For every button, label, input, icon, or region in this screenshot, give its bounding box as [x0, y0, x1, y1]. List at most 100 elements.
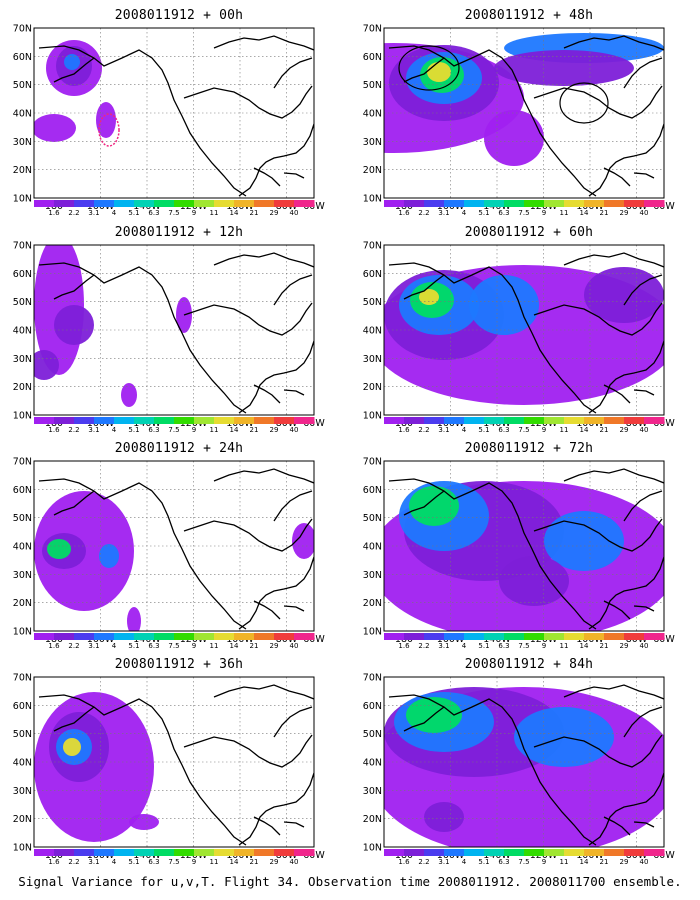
colorbar-swatch — [604, 200, 625, 207]
lat-tick-label: 30N — [13, 137, 32, 148]
panel-24h: 2008011912 + 24h 70N60N50N40N30N20N10N18… — [13, 441, 326, 655]
variance-contour — [292, 523, 314, 559]
lat-tick-label: 50N — [13, 297, 32, 308]
coastline — [588, 556, 664, 630]
colorbar-level-label: 4 — [112, 642, 117, 650]
colorbar-swatch — [114, 849, 135, 856]
variance-contour — [544, 511, 624, 571]
colorbar-level-label: 14 — [230, 642, 239, 650]
colorbar-level-label: 29 — [620, 209, 629, 217]
coastline — [403, 57, 445, 83]
colorbar-swatch — [194, 633, 215, 640]
colorbar-level-label: 14 — [230, 858, 239, 866]
panel-48h: 2008011912 + 48h 70N60N50N40N30N20N10N18… — [363, 8, 676, 222]
colorbar-level-label: 6.3 — [498, 858, 509, 866]
colorbar-swatch — [404, 417, 425, 424]
colorbar-swatch — [274, 633, 295, 640]
colorbar-level-label: 21 — [250, 426, 259, 434]
colorbar-level-label: 3.1 — [438, 858, 449, 866]
coastline — [603, 600, 631, 620]
lat-tick-label: 50N — [363, 80, 382, 91]
colorbar-swatch — [444, 849, 465, 856]
colorbar-swatch — [404, 200, 425, 207]
colorbar-swatch — [624, 633, 645, 640]
colorbar-level-label: 9 — [192, 426, 196, 434]
colorbar-level-label: 1.6 — [48, 209, 60, 217]
colorbar-level-label: 11 — [210, 426, 219, 434]
variance-contour — [484, 110, 544, 166]
colorbar-swatch — [174, 417, 195, 424]
colorbar-level-label: 7.5 — [518, 642, 529, 650]
colorbar-level-label: 11 — [560, 426, 569, 434]
colorbar-swatch — [504, 200, 525, 207]
colorbar-level-label: 1.6 — [398, 209, 410, 217]
colorbar-swatch — [234, 417, 255, 424]
colorbar-swatch — [544, 849, 565, 856]
coastline — [633, 389, 655, 396]
variance-contour — [54, 305, 94, 345]
colorbar-swatch — [94, 417, 115, 424]
colorbar-level-label: 6.3 — [498, 209, 509, 217]
panel-36h: 2008011912 + 36h 70N60N50N40N30N20N10N18… — [13, 657, 326, 871]
variance-contour — [96, 102, 116, 138]
colorbar-level-label: 5.1 — [128, 426, 139, 434]
lat-tick-label: 60N — [13, 52, 32, 63]
coastline — [238, 340, 314, 414]
colorbar-level-label: 1.6 — [398, 426, 410, 434]
panel-title: 2008011912 + 84h — [464, 657, 594, 672]
lat-tick-label: 50N — [13, 80, 32, 91]
coastline — [623, 490, 663, 522]
colorbar-level-label: 6.3 — [148, 642, 159, 650]
colorbar-level-label: 3.1 — [438, 426, 449, 434]
panel-60h: 2008011912 + 60h 70N60N50N40N30N20N10N18… — [363, 225, 676, 439]
colorbar-level-label: 11 — [560, 209, 569, 217]
colorbar-swatch — [624, 849, 645, 856]
lat-tick-label: 60N — [363, 269, 382, 280]
panel-title: 2008011912 + 00h — [114, 8, 244, 23]
variance-contour — [427, 62, 451, 82]
coastline — [603, 384, 631, 404]
colorbar-swatch — [644, 633, 665, 640]
colorbar-level-label: 4 — [462, 858, 467, 866]
lat-tick-label: 30N — [13, 570, 32, 581]
colorbar-level-label: 1.6 — [48, 642, 60, 650]
colorbar-level-label: 40 — [640, 209, 649, 217]
colorbar-level-label: 29 — [620, 642, 629, 650]
colorbar-level-label: 5.1 — [128, 858, 139, 866]
observation-ellipse — [559, 82, 609, 124]
variance-contour — [409, 486, 459, 526]
coastline — [253, 816, 281, 836]
lat-tick-label: 10N — [363, 627, 382, 638]
lat-tick-label: 70N — [13, 241, 32, 252]
coastline — [183, 302, 313, 336]
lat-tick-label: 70N — [363, 457, 382, 468]
colorbar-swatch — [154, 633, 175, 640]
colorbar-swatch — [444, 200, 465, 207]
variance-contour — [47, 539, 71, 559]
coastline — [403, 274, 445, 300]
colorbar-level-label: 2.2 — [418, 426, 429, 434]
colorbar-swatch — [624, 417, 645, 424]
coastline — [213, 252, 314, 268]
lat-tick-label: 40N — [363, 758, 382, 769]
coastline — [623, 274, 663, 306]
lat-tick-label: 20N — [13, 165, 32, 176]
map-frame — [33, 676, 315, 848]
colorbar-swatch — [134, 849, 155, 856]
map-frame — [33, 27, 315, 199]
variance-contour — [419, 289, 439, 305]
colorbar-swatch — [274, 417, 295, 424]
lat-tick-label: 20N — [363, 598, 382, 609]
lat-tick-label: 40N — [363, 326, 382, 337]
lat-tick-label: 70N — [363, 241, 382, 252]
coastline — [273, 57, 313, 89]
colorbar-level-label: 4 — [112, 858, 117, 866]
colorbar-swatch — [584, 417, 605, 424]
coastline — [53, 706, 95, 732]
colorbar-level-label: 7.5 — [168, 642, 179, 650]
colorbar-level-label: 11 — [560, 858, 569, 866]
colorbar-swatch — [524, 417, 545, 424]
colorbar-level-label: 21 — [250, 209, 259, 217]
variance-contour — [469, 275, 539, 335]
colorbar-swatch — [604, 849, 625, 856]
